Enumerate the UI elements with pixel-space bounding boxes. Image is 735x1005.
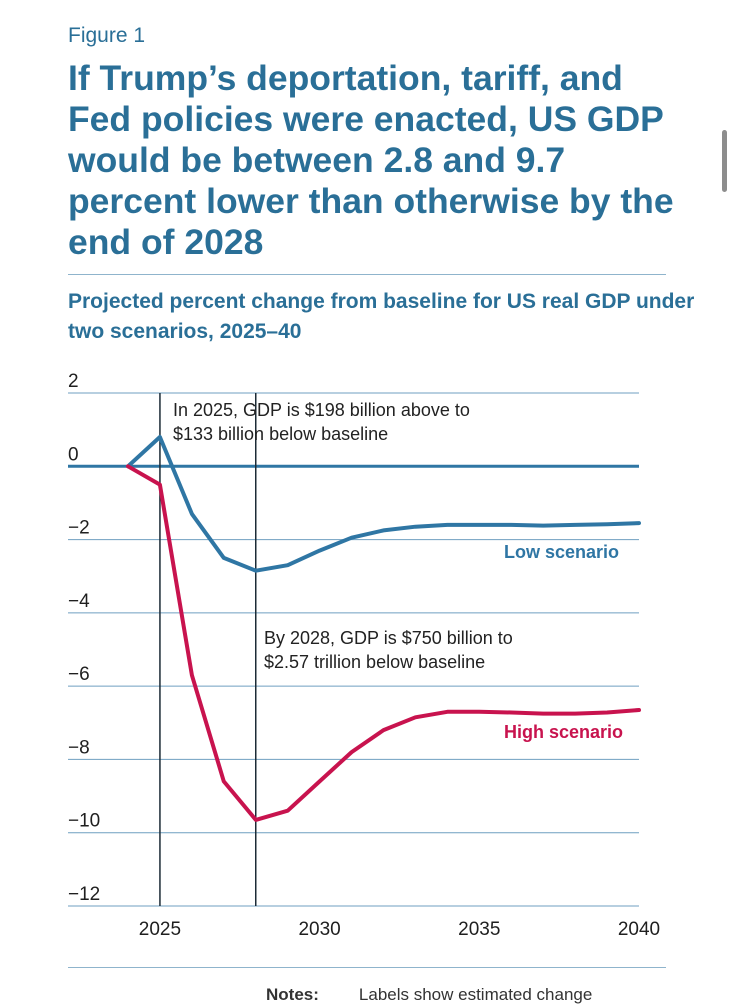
y-tick-label: −8 [68, 737, 90, 758]
series-label: Low scenario [504, 542, 619, 562]
notes-label: Notes: [266, 985, 319, 1004]
y-tick-label: −10 [68, 811, 100, 832]
annotation-text: $2.57 trillion below baseline [264, 652, 485, 672]
series-label: High scenario [504, 722, 623, 742]
gdp-line-chart: 2 0 −2 −4 −6 −8 −10 −12 2025 2030 2035 2040 Low scen… [0, 360, 735, 960]
y-tick-label: −12 [68, 884, 100, 905]
x-tick-label: 2025 [139, 919, 181, 940]
annotation-text: $133 billion below baseline [173, 424, 388, 444]
figure-label: Figure 1 [68, 24, 145, 48]
y-tick-label: −6 [68, 664, 90, 685]
annotation-text: By 2028, GDP is $750 billion to [264, 628, 513, 648]
y-tick-label: 2 [68, 371, 79, 392]
y-tick-label: 0 [68, 444, 79, 465]
page-title: If Trump’s deportation, tariff, and Fed … [68, 58, 688, 263]
y-tick-label: −2 [68, 518, 90, 539]
notes-text: Labels show estimated change [359, 985, 592, 1004]
scrollbar-thumb[interactable] [722, 130, 727, 192]
x-tick-label: 2035 [458, 919, 500, 940]
x-tick-label: 2030 [298, 919, 340, 940]
notes: Notes: Labels show estimated change [266, 985, 592, 1005]
x-tick-label: 2040 [618, 919, 660, 940]
y-tick-label: −4 [68, 591, 90, 612]
divider-top [68, 274, 666, 275]
chart-subtitle: Projected percent change from baseline f… [68, 287, 698, 347]
divider-bottom [68, 967, 666, 968]
annotation-text: In 2025, GDP is $198 billion above to [173, 400, 470, 420]
